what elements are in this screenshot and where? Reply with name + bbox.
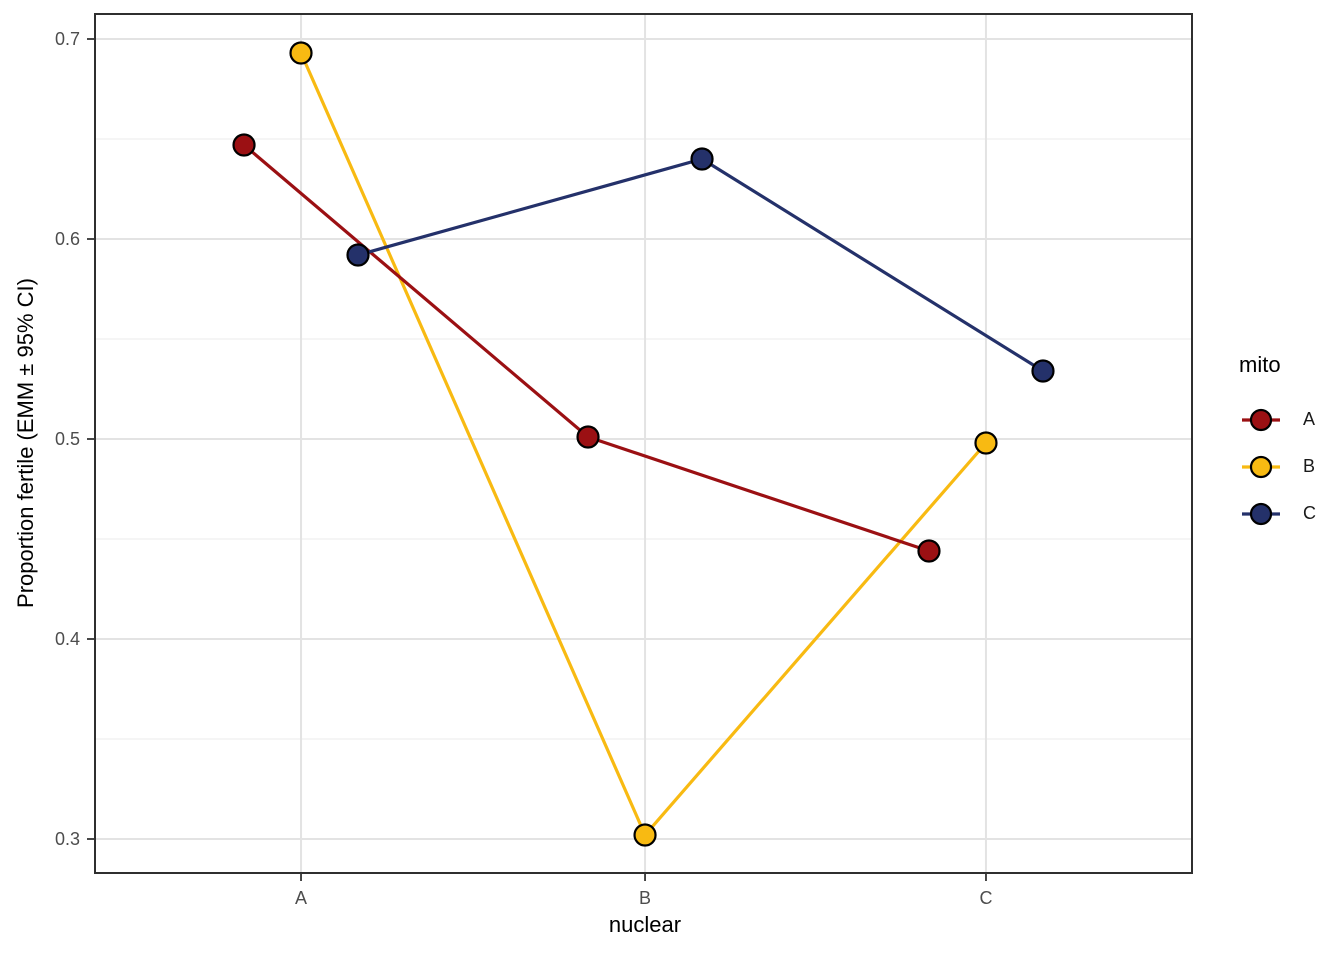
legend-item-label: A [1303, 409, 1316, 429]
x-axis-title: nuclear [608, 912, 682, 937]
y-tick-label: 0.5 [55, 429, 80, 449]
point-C-B [690, 147, 714, 171]
legend-items: A B C [1237, 396, 1316, 537]
x-tick-label: B [639, 888, 651, 908]
legend-item-C: C [1237, 490, 1316, 537]
legend-key-point [1249, 408, 1273, 431]
legend-item-label: C [1303, 503, 1316, 523]
point-A-A [232, 133, 256, 157]
legend-item-B: B [1237, 443, 1316, 490]
legend-item-A: A [1237, 396, 1316, 443]
point-C-C [1031, 359, 1055, 383]
point-B-C [974, 431, 998, 455]
legend-title: mito [1239, 352, 1281, 377]
point-A-C [917, 539, 941, 563]
legend: mito A B C [1237, 352, 1316, 537]
panel-background [95, 14, 1192, 873]
legend-key-icon [1242, 502, 1280, 525]
legend-key-point [1249, 455, 1273, 478]
point-B-A [289, 41, 313, 65]
y-tick-label: 0.4 [55, 629, 80, 649]
legend-key-icon [1242, 455, 1280, 478]
x-tick-label: C [979, 888, 992, 908]
x-tick-label: A [295, 888, 307, 908]
y-axis-title: Proportion fertile (EMM ± 95% CI) [13, 278, 38, 608]
legend-item-label: B [1303, 456, 1316, 476]
y-tick-label: 0.3 [55, 829, 80, 849]
point-B-B [633, 823, 657, 847]
point-C-A [346, 243, 370, 267]
point-A-B [576, 425, 600, 449]
y-tick-label: 0.6 [55, 229, 80, 249]
legend-key-icon [1242, 408, 1280, 431]
legend-key-point [1249, 502, 1273, 525]
panel-border [94, 13, 1193, 874]
y-tick-label: 0.7 [55, 29, 80, 49]
